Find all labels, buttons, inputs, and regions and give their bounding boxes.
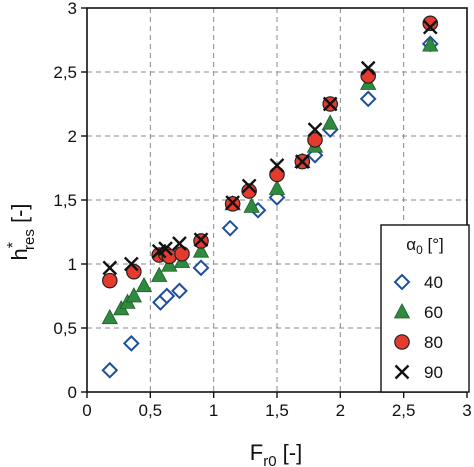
legend-label-40: 40 [424,273,443,292]
point-series-90 [102,260,118,276]
x-tick-label: 0 [82,401,91,420]
x-axis-title-sub: r0 [263,453,276,467]
x-tick-label: 0,5 [139,401,163,420]
y-axis-title-sup: * [5,242,22,248]
y-axis-title-sub: res [21,229,38,250]
y-tick-label: 1 [68,255,77,274]
point-series-40 [192,259,210,277]
point-series-90 [360,60,376,76]
point-series-40 [221,219,239,237]
y-tick-label: 2 [68,127,77,146]
point-series-90 [294,154,310,169]
point-series-60 [151,266,168,282]
x-tick-labels: 0 0,5 1 1,5 2 2,5 3 [82,401,471,420]
y-tick-label: 0 [68,383,77,402]
point-series-90 [322,96,338,112]
y-tick-labels: 0 0,5 1 1,5 2 2,5 3 [53,0,77,402]
point-series-90 [158,241,173,256]
legend-label-80: 80 [424,333,443,352]
point-series-60 [161,256,178,272]
point-series-60 [192,242,210,258]
y-tick-label: 1,5 [53,191,77,210]
x-tick-label: 2 [336,401,345,420]
point-series-60 [125,287,143,303]
legend-title-sub: 0 [416,243,423,257]
point-series-40 [158,287,176,305]
point-series-60 [422,36,439,52]
point-series-80 [360,68,376,84]
legend-box [380,224,470,393]
point-series-90 [241,178,257,194]
x-tick-label: 1 [209,401,218,420]
point-series-90 [422,19,438,35]
point-series-80 [102,272,118,289]
point-series-60 [322,114,339,130]
x-axis-title-main: F [250,440,263,465]
legend-marker-90 [394,364,410,380]
y-tick-label: 3 [68,0,77,18]
point-series-60 [135,276,153,293]
legend-title-unit: [°] [423,235,444,254]
legend-marker-80 [394,334,410,350]
point-series-80 [241,183,257,199]
legend-items: 40 60 80 90 [393,273,443,382]
x-tick-label: 1,5 [265,401,289,420]
x-tick-label: 3 [462,401,471,420]
data-points [101,15,439,379]
series-90 [102,19,438,276]
tick-marks [81,7,468,398]
x-tick-label: 2,5 [392,401,416,420]
legend-title: α0 [°] [406,235,443,257]
legend: α0 [°] 40 60 80 90 [380,224,470,393]
legend-marker-40 [393,273,411,291]
legend-title-symbol: α [406,235,416,254]
y-tick-label: 2,5 [53,63,77,82]
point-series-40 [359,90,377,108]
point-series-80 [269,166,285,183]
point-series-60 [268,179,286,195]
point-series-90 [123,256,139,272]
y-axis-title-main: h [7,248,32,260]
grid-lines [87,8,467,392]
point-series-60 [101,308,118,325]
point-series-90 [225,195,241,210]
x-axis-title-suffix: [-] [277,440,303,465]
legend-label-90: 90 [424,363,443,382]
point-series-60 [243,197,260,213]
y-tick-label: 0,5 [53,319,77,338]
point-series-40 [171,282,188,300]
point-series-90 [193,232,209,248]
point-series-40 [101,361,119,379]
point-series-40 [122,334,140,352]
point-series-80 [126,263,142,280]
x-axis-title: Fr0 [-] [250,440,302,467]
point-series-80 [307,132,323,148]
y-axis-title-suffix: [-] [7,204,32,230]
legend-marker-60 [393,303,411,319]
point-series-90 [172,236,187,251]
y-axis-title: h*res [-] [5,204,38,261]
point-series-80 [174,245,190,262]
point-series-90 [269,158,285,173]
legend-label-60: 60 [424,303,443,322]
series-40 [101,35,439,379]
point-series-90 [307,122,323,137]
point-series-80 [422,15,439,32]
